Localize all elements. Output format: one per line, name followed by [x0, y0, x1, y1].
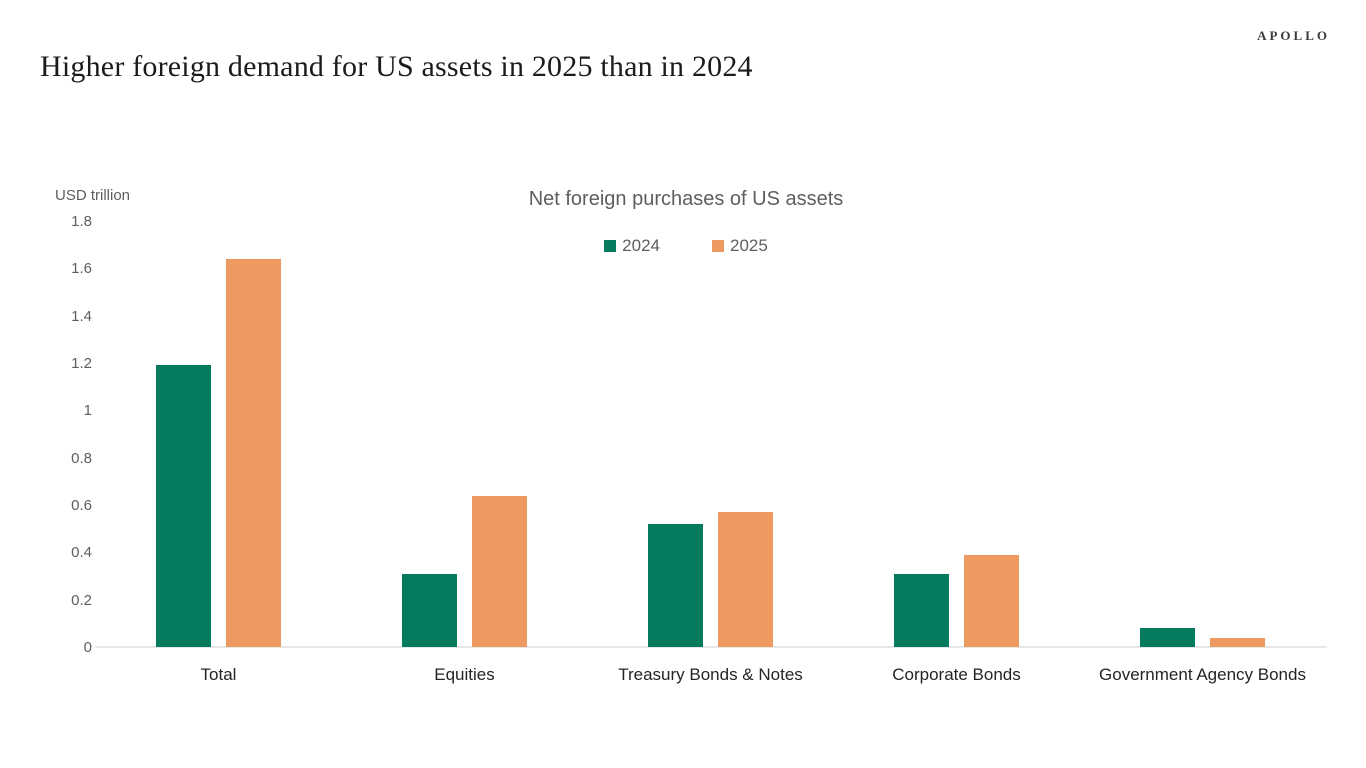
- bar-2025-corporate-bonds: [964, 554, 1019, 647]
- legend-item-2024: 2024: [604, 236, 660, 256]
- y-axis-tick-label-1.6: 1.6: [71, 260, 92, 278]
- legend-label-2024: 2024: [622, 236, 660, 255]
- y-axis-tick-label-0.8: 0.8: [71, 449, 92, 467]
- x-axis-label-government-agency-bonds: Government Agency Bonds: [1099, 665, 1306, 684]
- legend-label-2025: 2025: [730, 236, 768, 255]
- bar-2024-government-agency-bonds: [1140, 628, 1195, 647]
- bar-2024-treasury-bonds-notes: [648, 523, 703, 647]
- y-axis-tick-label-1: 1: [83, 402, 92, 420]
- x-axis-label-equities: Equities: [434, 665, 495, 684]
- y-axis-tick-label-0: 0: [83, 639, 92, 656]
- page-title: Higher foreign demand for US assets in 2…: [40, 50, 753, 83]
- y-axis-tick-label-0.4: 0.4: [71, 544, 92, 562]
- y-axis-tick-label-0.2: 0.2: [71, 591, 92, 609]
- x-axis-label-treasury-bonds-notes: Treasury Bonds & Notes: [618, 665, 803, 684]
- chart-title: Net foreign purchases of US assets: [528, 188, 844, 210]
- y-axis-tick-label-1.2: 1.2: [71, 355, 92, 372]
- legend-swatch-2024: [604, 240, 617, 252]
- y-axis-tick-label-0.6: 0.6: [71, 497, 92, 514]
- bar-2025-equities: [472, 495, 527, 647]
- bar-2024-equities: [402, 573, 457, 647]
- legend-item-2025: 2025: [712, 236, 768, 256]
- y-axis-tick-label-1.4: 1.4: [71, 307, 92, 325]
- bar-2025-treasury-bonds-notes: [718, 512, 773, 647]
- x-axis-line: [95, 646, 1327, 648]
- legend: 2024 2025: [95, 236, 1277, 256]
- legend-swatch-2025: [712, 240, 724, 252]
- x-axis-label-total: Total: [200, 665, 237, 684]
- bar-2024-corporate-bonds: [894, 573, 949, 647]
- bar-2025-government-agency-bonds: [1210, 637, 1265, 647]
- bar-2024-total: [156, 365, 211, 647]
- y-axis-unit-label: USD trillion: [55, 187, 131, 204]
- bar-2025-total: [226, 258, 281, 647]
- apollo-logo: APOLLO: [1257, 28, 1330, 43]
- y-axis-tick-label-1.8: 1.8: [71, 213, 92, 230]
- x-axis-label-corporate-bonds: Corporate Bonds: [892, 665, 1021, 684]
